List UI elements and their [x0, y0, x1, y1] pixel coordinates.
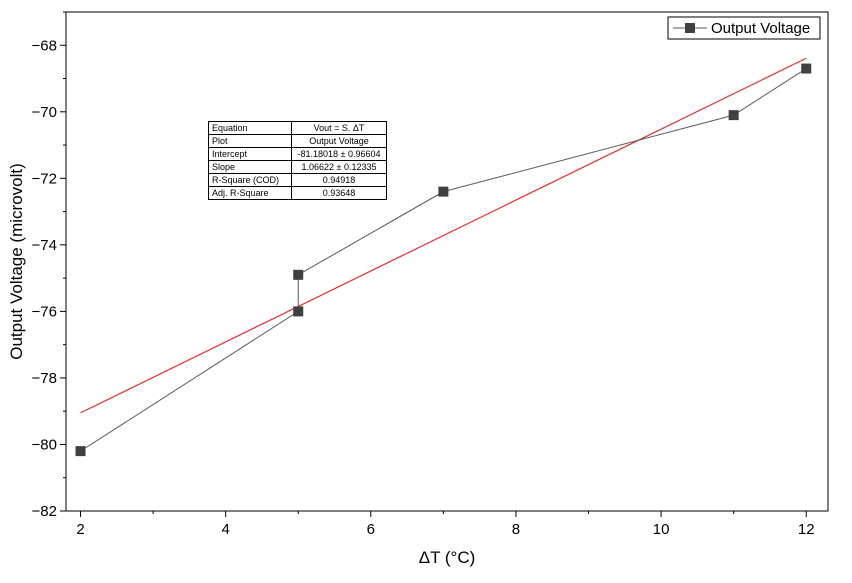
y-tick-label: −80 [32, 436, 57, 453]
data-point [75, 446, 86, 457]
x-tick-label: 12 [798, 521, 815, 538]
fit-table-row: Slope 1.06622 ± 0.12335 [208, 160, 387, 174]
fit-table-row: Plot Output Voltage [208, 134, 387, 148]
fit-table-row: Intercept -81.18018 ± 0.96604 [208, 147, 387, 161]
fit-table-value: 0.93648 [291, 186, 387, 200]
y-tick-label: −70 [32, 104, 57, 121]
y-tick-label: −74 [32, 237, 57, 254]
y-tick-label: −78 [32, 370, 57, 387]
series-line-output-voltage [80, 68, 807, 452]
x-tick-label: 2 [76, 521, 84, 538]
x-tick-label: 8 [512, 521, 520, 538]
y-tick-label: −72 [32, 170, 57, 187]
fit-results-table: Equation Vout = S. ΔT Plot Output Voltage … [208, 121, 387, 200]
fit-table-key: Slope [208, 160, 292, 174]
fit-table-row: Equation Vout = S. ΔT [208, 121, 387, 135]
fit-table-value: 1.06622 ± 0.12335 [291, 160, 387, 174]
fit-table-value: -81.18018 ± 0.96604 [291, 147, 387, 161]
fit-table-value: 0.94918 [291, 173, 387, 187]
fit-table-key: Intercept [208, 147, 292, 161]
y-tick-label: −76 [32, 303, 57, 320]
data-point [801, 63, 812, 74]
fit-table-row: R-Square (COD) 0.94918 [208, 173, 387, 187]
data-point [438, 186, 449, 197]
data-point [728, 110, 739, 121]
fit-table-key: R-Square (COD) [208, 173, 292, 187]
fit-table-key: Equation [208, 121, 292, 135]
y-axis-title: Output Voltage (microvolt) [7, 163, 26, 360]
fit-table-row: Adj. R-Square 0.93648 [208, 186, 387, 200]
data-point [293, 269, 304, 280]
legend-label: Output Voltage [711, 20, 810, 37]
x-axis-title: ΔT (°C) [419, 548, 476, 567]
data-point [293, 306, 304, 317]
x-tick-label: 6 [367, 521, 375, 538]
series-layer [75, 57, 812, 457]
fit-table-value: Output Voltage [291, 134, 387, 148]
legend-marker-swatch [685, 23, 695, 33]
y-axis-ticks: −82 −80 −78 −76 −74 −72 −70 −68 [32, 11, 66, 520]
x-tick-label: 4 [221, 521, 229, 538]
fit-table-key: Adj. R-Square [208, 186, 292, 200]
fit-table-value: Vout = S. ΔT [291, 121, 387, 135]
x-axis-ticks: 2 4 6 8 10 12 [76, 511, 815, 538]
linear-fit-line [80, 57, 807, 414]
plot-frame [65, 11, 829, 512]
plot-border [65, 11, 829, 512]
legend-box [667, 16, 821, 40]
y-tick-label: −82 [32, 503, 57, 520]
fit-table-key: Plot [208, 134, 292, 148]
y-tick-label: −68 [32, 37, 57, 54]
legend: Output Voltage [667, 16, 821, 40]
x-tick-label: 10 [653, 521, 670, 538]
